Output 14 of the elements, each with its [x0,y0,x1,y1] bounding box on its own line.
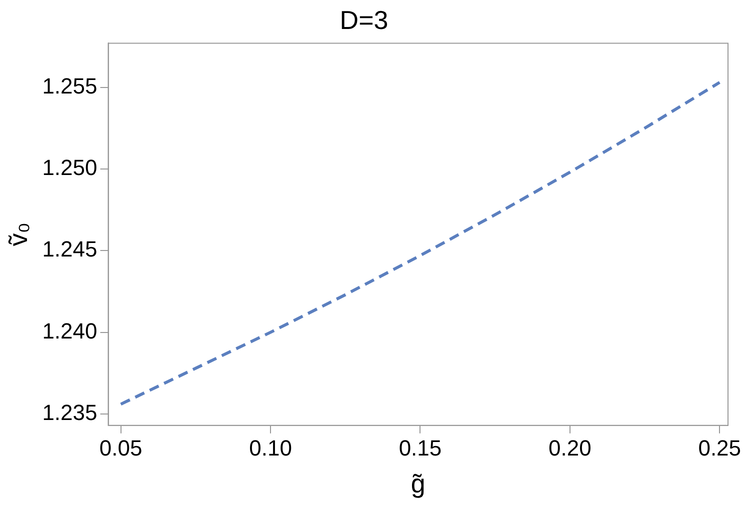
x-tick-label: 0.15 [398,436,442,461]
y-tick-label: 1.255 [42,73,98,98]
chart-title: D=3 [340,4,388,35]
x-tick-label: 0.20 [548,436,592,461]
x-tick-label: 0.25 [698,436,742,461]
y-tick-label: 1.235 [42,400,98,426]
line-series [119,80,722,406]
y-tick-label: 1.250 [42,155,98,180]
x-tick-label: 0.05 [99,436,142,461]
y-tick-label: 1.245 [42,236,98,262]
x-tick-label: 0.10 [249,436,292,461]
y-tick-label: 1.240 [42,318,98,344]
x-axis-title: g̃ [410,468,426,499]
y-axis-title: ṽ₀ [2,222,33,246]
